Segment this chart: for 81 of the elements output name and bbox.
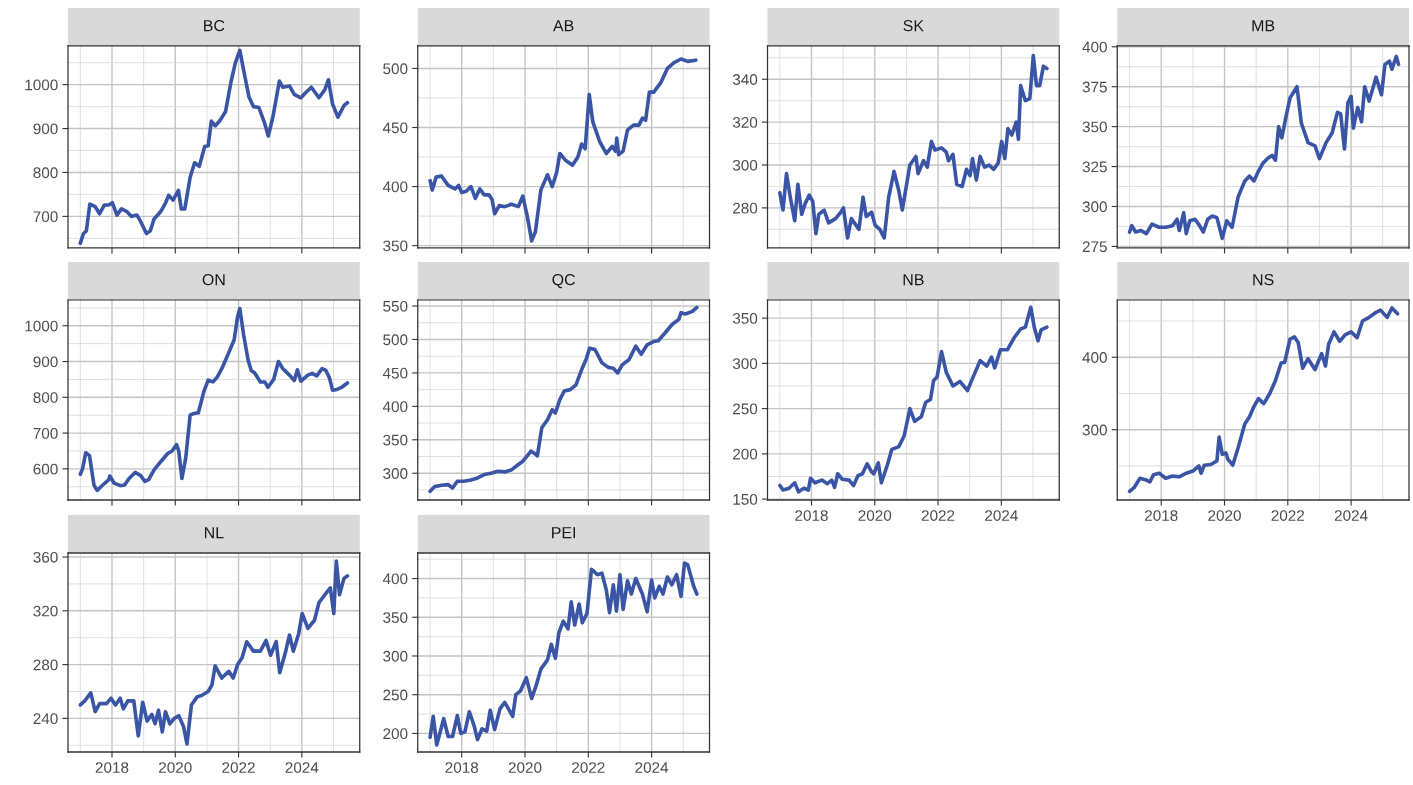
y-tick-label: 700 xyxy=(33,427,58,439)
x-tick-label: 2020 xyxy=(1208,510,1241,521)
x-tick-label: 2018 xyxy=(445,762,479,773)
y-tick-label: 280 xyxy=(33,659,58,671)
y-tick-label: 375 xyxy=(1082,81,1107,93)
x-tick-label: 2022 xyxy=(921,510,955,521)
y-tick-label: 300 xyxy=(383,468,408,479)
line-series xyxy=(428,305,699,494)
y-tick-label: 500 xyxy=(383,63,408,75)
chart-title: NS xyxy=(1253,273,1274,286)
y-tick-label: 300 xyxy=(1082,201,1107,213)
y-tick-label: 700 xyxy=(33,211,58,223)
line-series xyxy=(78,48,350,245)
chart-title: MB xyxy=(1252,20,1275,32)
y-tick-label: 400 xyxy=(382,181,408,193)
y-tick-label: 600 xyxy=(33,463,58,475)
y-tick-label: 250 xyxy=(383,689,408,701)
line-series xyxy=(778,305,1049,494)
x-tick-label: 2022 xyxy=(1271,510,1305,521)
line-series xyxy=(1127,54,1401,241)
y-tick-label: 400 xyxy=(1082,41,1107,53)
x-tick-label: 2020 xyxy=(159,762,192,773)
line-series xyxy=(778,53,1049,240)
x-tick-label: 2018 xyxy=(95,762,129,773)
y-tick-label: 300 xyxy=(732,159,758,171)
x-tick-label: 2018 xyxy=(1145,510,1178,521)
y-tick-label: 320 xyxy=(33,605,58,617)
y-tick-label: 800 xyxy=(33,392,58,403)
y-tick-label: 300 xyxy=(1082,424,1107,436)
y-tick-label: 350 xyxy=(383,434,408,446)
y-tick-label: 150 xyxy=(733,493,758,505)
y-tick-label: 550 xyxy=(383,300,408,312)
y-tick-label: 450 xyxy=(382,122,408,134)
y-tick-label: 900 xyxy=(33,356,58,368)
x-tick-label: 2024 xyxy=(285,762,319,773)
x-tick-label: 2024 xyxy=(635,762,669,773)
chart-title: NL xyxy=(204,527,224,539)
y-tick-label: 900 xyxy=(33,123,58,135)
chart-title: PEI xyxy=(552,527,576,539)
y-tick-label: 400 xyxy=(382,401,408,413)
y-tick-label: 275 xyxy=(1082,241,1107,253)
chart-title: AB xyxy=(553,20,574,32)
y-tick-label: 450 xyxy=(382,367,408,379)
y-tick-label: 1000 xyxy=(25,79,58,91)
x-tick-label: 2022 xyxy=(572,762,605,773)
y-tick-label: 320 xyxy=(732,116,758,128)
y-tick-label: 350 xyxy=(732,312,758,324)
y-tick-label: 350 xyxy=(1082,121,1107,133)
y-tick-label: 200 xyxy=(733,448,758,460)
chart-title: QC xyxy=(552,273,575,289)
x-tick-label: 2020 xyxy=(508,762,542,773)
line-series xyxy=(1127,306,1400,494)
y-tick-label: 350 xyxy=(383,240,408,252)
line-series xyxy=(78,306,350,493)
y-tick-label: 300 xyxy=(732,358,758,370)
line-series xyxy=(78,559,350,746)
y-tick-label: 325 xyxy=(1082,161,1107,173)
y-tick-label: 250 xyxy=(733,403,758,415)
line-series xyxy=(428,561,699,747)
line-series xyxy=(428,57,698,243)
y-tick-label: 300 xyxy=(383,650,408,662)
x-tick-label: 2024 xyxy=(985,510,1018,521)
y-tick-label: 240 xyxy=(33,713,58,725)
y-tick-label: 400 xyxy=(1082,352,1107,363)
y-tick-label: 800 xyxy=(33,167,58,179)
chart-title: SK xyxy=(903,19,924,32)
x-tick-label: 2018 xyxy=(795,510,828,521)
chart-title: BC xyxy=(204,19,225,32)
y-tick-label: 340 xyxy=(732,74,758,85)
y-tick-label: 1000 xyxy=(25,320,58,332)
y-tick-label: 200 xyxy=(383,728,408,740)
chart-title: ON xyxy=(202,273,225,286)
chart-title: NB xyxy=(903,274,924,286)
y-tick-label: 500 xyxy=(383,334,408,346)
y-tick-label: 400 xyxy=(382,573,408,585)
x-tick-label: 2022 xyxy=(222,762,255,773)
y-tick-label: 280 xyxy=(733,202,758,214)
y-tick-label: 360 xyxy=(33,551,58,563)
x-tick-label: 2024 xyxy=(1334,510,1368,521)
y-tick-label: 350 xyxy=(383,612,408,623)
x-tick-label: 2020 xyxy=(858,510,892,521)
